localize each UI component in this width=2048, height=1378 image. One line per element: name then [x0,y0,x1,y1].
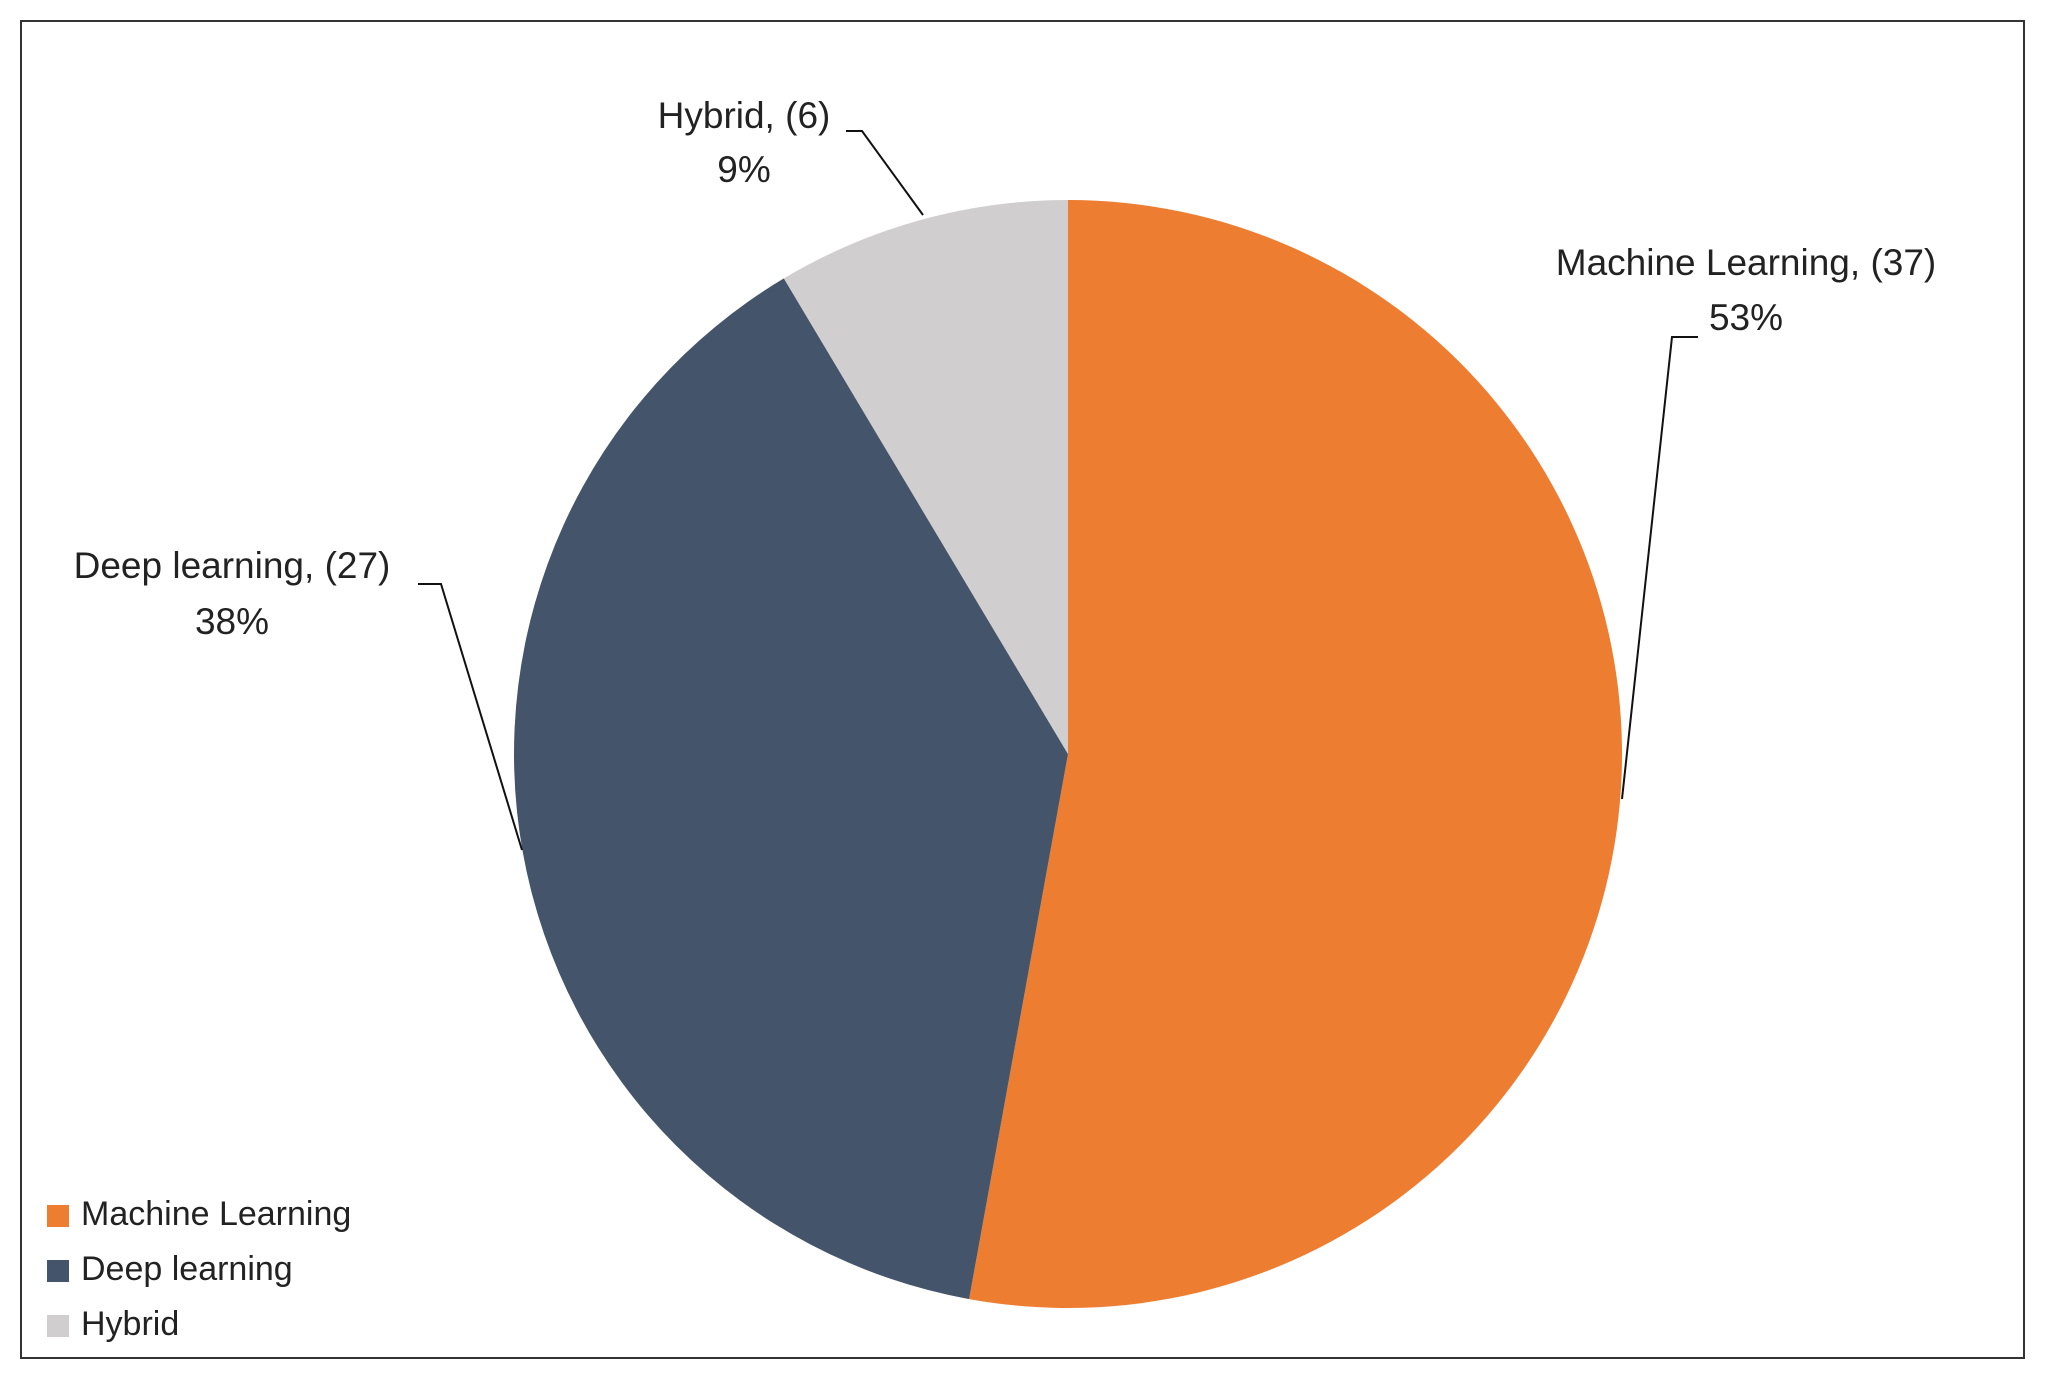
percent-label: 38% [195,601,269,642]
data-label: Hybrid, (6) [658,95,831,136]
legend-label: Deep learning [81,1250,293,1288]
legend-swatch [47,1315,69,1337]
percent-label: 53% [1709,297,1783,338]
leader-line [846,130,924,216]
percent-label: 9% [717,149,770,190]
legend-label: Hybrid [81,1305,179,1343]
leader-line [1621,336,1698,800]
legend-label: Machine Learning [81,1195,351,1233]
legend-swatch [47,1260,69,1282]
data-label: Machine Learning, (37) [1556,242,1937,283]
pie-slice [783,200,1068,754]
data-label: Deep learning, (27) [74,545,391,586]
pie-slice [513,278,1068,1300]
leader-line [418,583,523,851]
legend-swatch [47,1205,69,1227]
pie-slice [969,200,1622,1308]
